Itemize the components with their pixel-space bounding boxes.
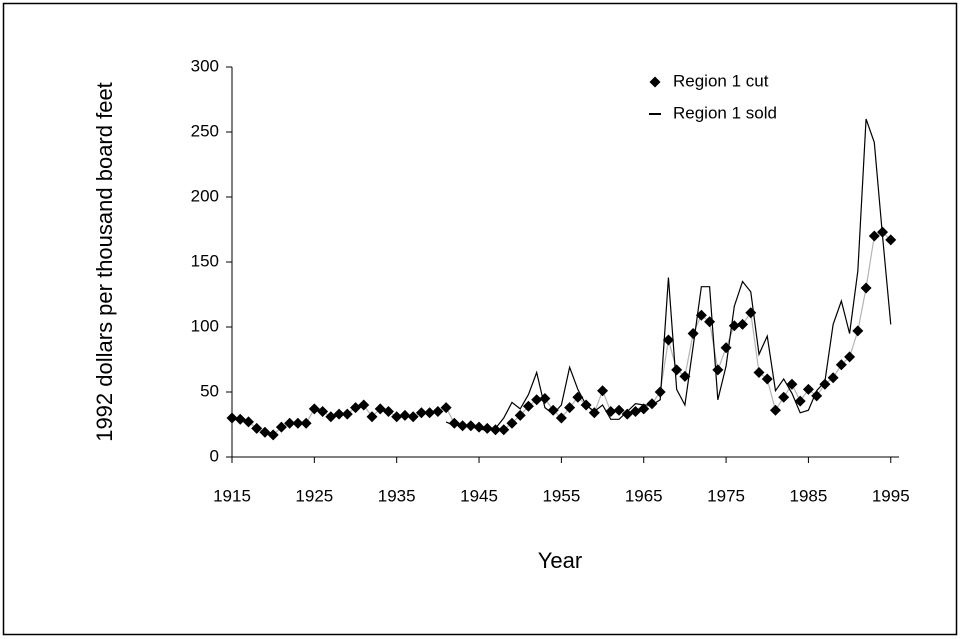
y-tick-label: 0 (210, 446, 219, 465)
data-point (308, 403, 320, 415)
data-point (629, 406, 641, 417)
data-point (399, 409, 411, 421)
data-point (844, 351, 856, 363)
data-point (547, 404, 559, 416)
data-point (251, 422, 263, 434)
data-point (852, 325, 864, 337)
y-axis-title: 1992 dollars per thousand board feet (92, 82, 117, 442)
data-point (531, 394, 543, 406)
legend-label: Region 1 cut (673, 71, 769, 90)
y-tick-label: 250 (191, 121, 219, 140)
data-point (267, 429, 279, 441)
data-point (366, 411, 378, 423)
legend-marker (649, 76, 661, 88)
data-point (564, 402, 576, 414)
data-point (424, 407, 436, 419)
data-point (638, 403, 650, 415)
data-point (226, 412, 238, 424)
data-point (300, 417, 312, 429)
data-point (728, 320, 740, 332)
data-point (695, 309, 707, 321)
data-point (292, 417, 304, 429)
data-point (374, 403, 386, 415)
data-point (415, 407, 427, 419)
data-point (325, 411, 337, 423)
y-tick-label: 300 (191, 56, 219, 75)
data-point (350, 402, 362, 414)
data-point (234, 413, 246, 425)
data-point (679, 370, 691, 382)
x-tick-label: 1965 (625, 486, 663, 505)
data-point (753, 367, 765, 378)
x-tick-label: 1955 (542, 486, 580, 505)
data-point (358, 399, 370, 411)
y-tick-label: 150 (191, 251, 219, 270)
data-point (802, 383, 814, 395)
data-point (819, 378, 831, 390)
data-point (794, 395, 806, 407)
data-point (704, 316, 716, 328)
data-point (621, 408, 633, 420)
y-tick-label: 50 (200, 381, 219, 400)
data-point (465, 420, 477, 432)
x-tick-label: 1985 (790, 486, 828, 505)
data-point (720, 342, 732, 354)
data-point (457, 420, 469, 432)
data-point (555, 412, 567, 424)
data-point (539, 393, 551, 404)
data-point (382, 406, 394, 417)
data-point (835, 359, 847, 371)
data-point (860, 282, 872, 294)
data-point (440, 402, 452, 414)
data-point (786, 378, 798, 390)
data-point (687, 328, 699, 339)
data-point (522, 400, 534, 412)
data-point (259, 426, 271, 438)
data-point (481, 422, 493, 434)
data-point (242, 416, 254, 428)
y-tick-label: 200 (191, 186, 219, 205)
data-point (407, 411, 419, 423)
x-tick-label: 1945 (460, 486, 498, 505)
data-point (317, 406, 329, 417)
data-point (613, 404, 625, 416)
data-point (737, 318, 749, 330)
data-point (498, 424, 510, 436)
data-point (712, 364, 724, 376)
data-point (597, 385, 609, 397)
x-tick-label: 1925 (295, 486, 333, 505)
data-point (769, 404, 781, 416)
y-tick-label: 100 (191, 316, 219, 335)
data-point (514, 409, 526, 421)
data-point (646, 398, 658, 410)
data-point (391, 411, 403, 423)
data-point (275, 421, 287, 433)
legend-label: Region 1 sold (673, 103, 777, 122)
data-point (432, 406, 444, 417)
x-tick-label: 1975 (707, 486, 745, 505)
x-axis-title: Year (538, 548, 582, 573)
data-point (827, 372, 839, 384)
series-line (445, 118, 892, 432)
data-point (333, 408, 345, 420)
data-point (506, 417, 518, 429)
data-point (885, 234, 897, 246)
data-point (473, 421, 485, 433)
data-point (761, 373, 773, 385)
data-point (490, 424, 502, 436)
x-tick-label: 1995 (872, 486, 910, 505)
data-point (448, 417, 460, 429)
x-tick-label: 1915 (213, 486, 251, 505)
data-point (662, 334, 674, 346)
data-point (341, 408, 353, 420)
data-point (868, 230, 880, 242)
data-point (671, 364, 683, 376)
x-tick-label: 1935 (378, 486, 416, 505)
data-point (778, 391, 790, 403)
data-point (284, 417, 296, 429)
